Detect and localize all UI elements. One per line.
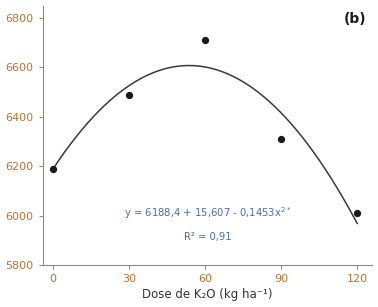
Text: R² = 0,91: R² = 0,91 (184, 232, 231, 242)
Point (202, 38, 208, 43)
Point (278, 137, 284, 142)
Point (354, 211, 360, 216)
Point (126, 92, 132, 97)
X-axis label: Dose de K₂O (kg ha⁻¹): Dose de K₂O (kg ha⁻¹) (143, 289, 273, 301)
Point (50, 167, 56, 172)
Text: y = 6188,4 + 15,607 - 0,1453x$^{2*}$: y = 6188,4 + 15,607 - 0,1453x$^{2*}$ (124, 205, 291, 221)
Text: (b): (b) (344, 12, 367, 26)
